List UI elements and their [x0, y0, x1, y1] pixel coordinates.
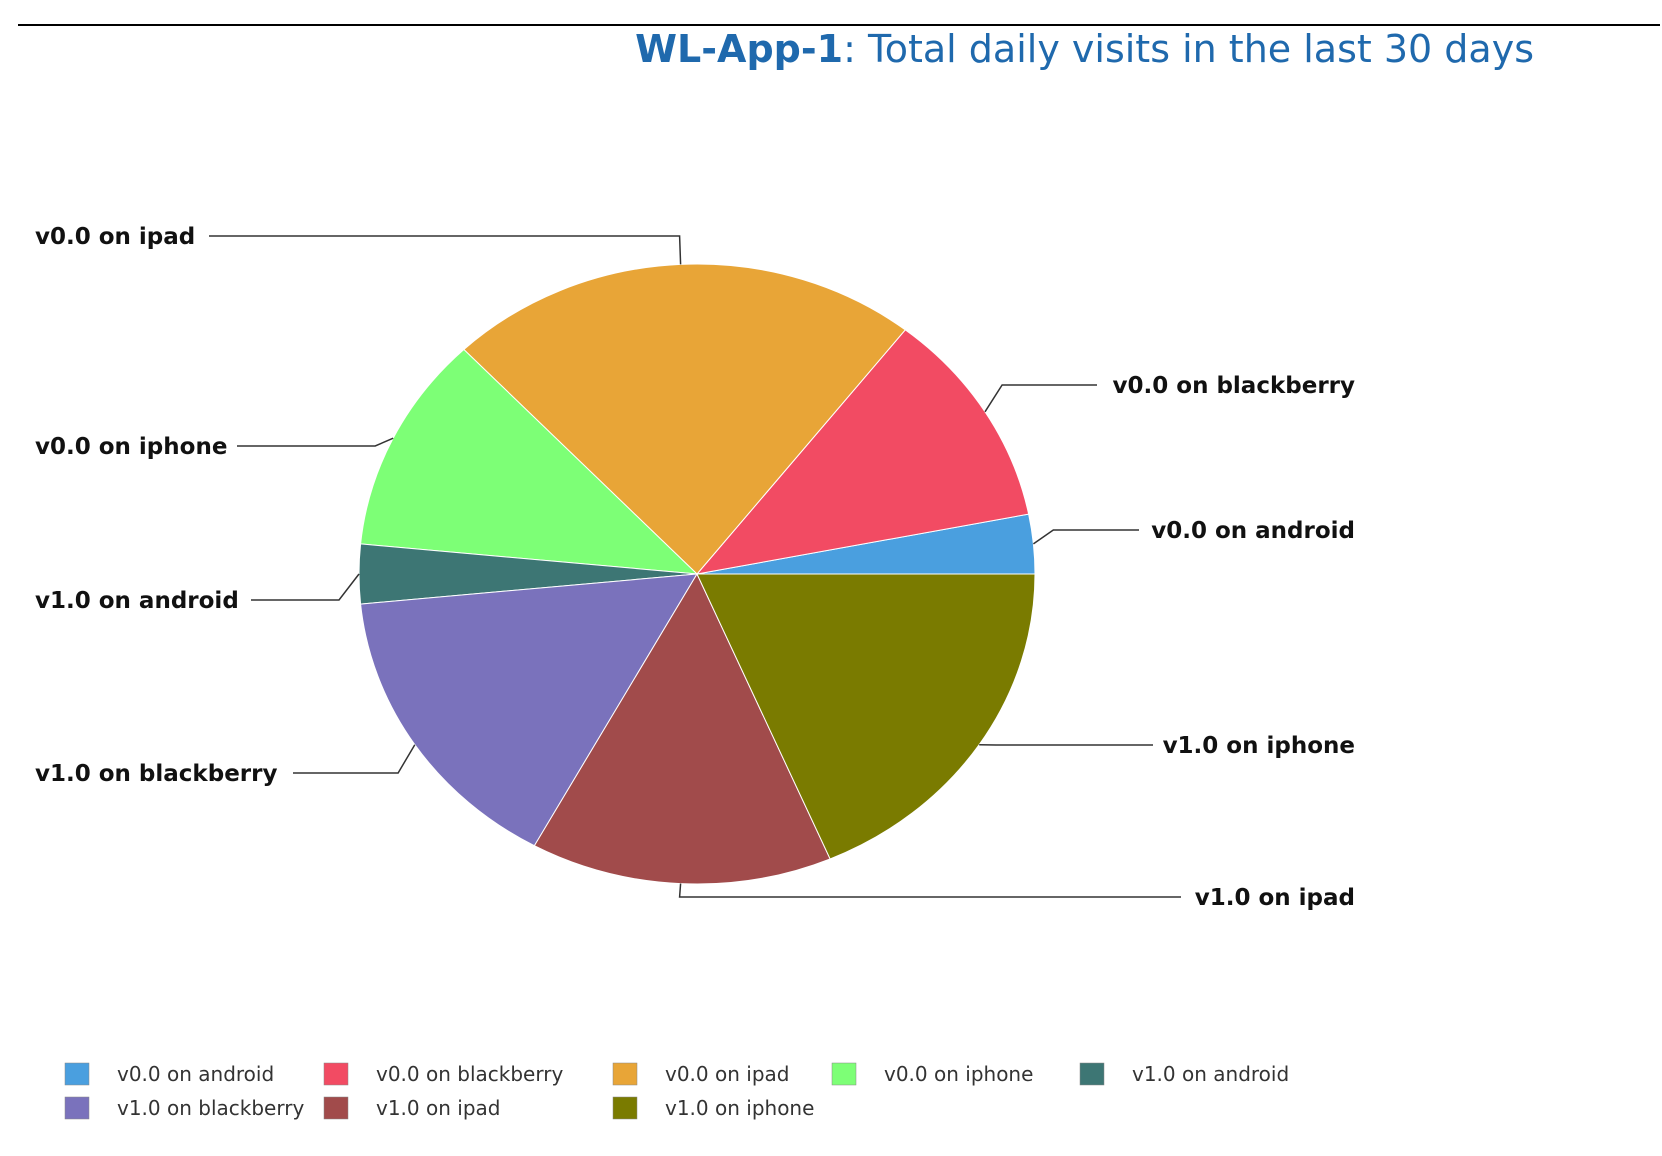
chart-title-text: Total daily visits in the last 30 days — [867, 27, 1534, 71]
leader-line-v0-0-on-android — [1032, 529, 1139, 545]
chart-title: WL-App-1: Total daily visits in the last… — [635, 26, 1534, 72]
slice-label-v1-0-on-ipad: v1.0 on ipad — [1195, 885, 1355, 911]
pie-slice-v1-0-on-blackberry[interactable] — [360, 573, 698, 847]
legend-label-v1-0-on-blackberry[interactable]: v1.0 on blackberry — [117, 1096, 304, 1120]
leader-line-v1-0-on-android — [251, 573, 360, 601]
legend-label-v0-0-on-iphone[interactable]: v0.0 on iphone — [884, 1062, 1033, 1086]
pie-slice-v1-0-on-iphone[interactable] — [696, 573, 1036, 860]
legend-label-v1-0-on-android[interactable]: v1.0 on android — [1132, 1062, 1289, 1086]
slice-labels: v0.0 on android v0.0 on blackberry v0.0 on… — [35, 224, 1355, 911]
legend-label-v1-0-on-iphone[interactable]: v1.0 on iphone — [665, 1096, 814, 1120]
slice-label-v1-0-on-iphone: v1.0 on iphone — [1163, 733, 1355, 759]
leader-line-v1-0-on-blackberry — [293, 744, 416, 774]
slice-label-v0-0-on-blackberry: v0.0 on blackberry — [1113, 373, 1355, 399]
legend-swatch-v0-0-on-blackberry[interactable] — [323, 1062, 349, 1086]
leader-line-v0-0-on-blackberry — [984, 384, 1097, 413]
pie-slices — [358, 263, 1036, 885]
legend: v0.0 on android v0.0 on blackberry v0.0 on… — [64, 1062, 1289, 1120]
legend-swatch-v1-0-on-blackberry[interactable] — [64, 1096, 90, 1120]
legend-swatch-v0-0-on-iphone[interactable] — [831, 1062, 857, 1086]
legend-swatch-v0-0-on-android[interactable] — [64, 1062, 90, 1086]
slice-label-v1-0-on-blackberry: v1.0 on blackberry — [35, 761, 277, 787]
legend-label-v0-0-on-android[interactable]: v0.0 on android — [117, 1062, 274, 1086]
chart-title-app: WL-App-1 — [635, 27, 844, 71]
leader-line-v0-0-on-ipad — [209, 235, 682, 265]
top-divider — [18, 24, 1660, 26]
slice-label-v0-0-on-ipad: v0.0 on ipad — [35, 224, 195, 250]
leader-line-v0-0-on-iphone — [237, 437, 394, 447]
slice-label-v1-0-on-android: v1.0 on android — [35, 588, 239, 614]
slice-leader-lines — [209, 235, 1181, 898]
legend-label-v1-0-on-ipad[interactable]: v1.0 on ipad — [376, 1096, 500, 1120]
legend-label-v0-0-on-ipad[interactable]: v0.0 on ipad — [665, 1062, 789, 1086]
slice-label-v0-0-on-iphone: v0.0 on iphone — [35, 434, 227, 460]
legend-swatch-v1-0-on-android[interactable] — [1079, 1062, 1105, 1086]
legend-label-v0-0-on-blackberry[interactable]: v0.0 on blackberry — [376, 1062, 563, 1086]
legend-swatch-v1-0-on-iphone[interactable] — [612, 1096, 638, 1120]
slice-label-v0-0-on-android: v0.0 on android — [1151, 518, 1355, 544]
legend-swatch-v0-0-on-ipad[interactable] — [612, 1062, 638, 1086]
legend-swatch-v1-0-on-ipad[interactable] — [323, 1096, 349, 1120]
leader-line-v1-0-on-ipad — [678, 883, 1181, 898]
pie-slice-v1-0-on-ipad[interactable] — [533, 572, 831, 885]
chart-title-separator: : — [843, 27, 856, 71]
